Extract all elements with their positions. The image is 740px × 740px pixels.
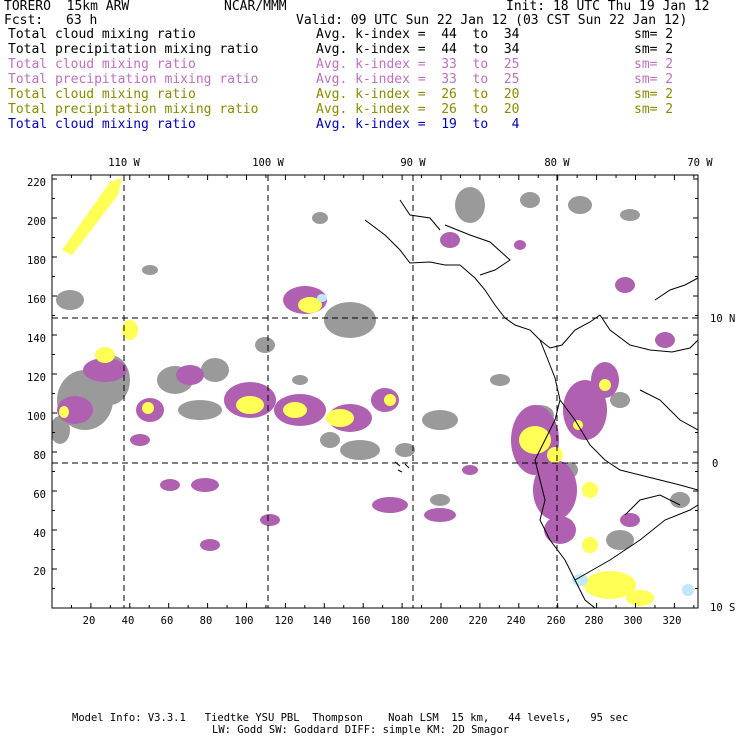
legend-sm: sm= 2 — [634, 102, 674, 117]
legend-sm: sm= 2 — [634, 42, 674, 57]
x-tick-label: 120 — [275, 615, 294, 627]
y-tick-label: 20 — [33, 566, 46, 578]
legend-stat: Avg. k-index = 44 to 34 — [316, 42, 520, 57]
graticule — [52, 175, 698, 608]
lon-label: 100 W — [252, 157, 284, 169]
x-tick-label: 180 — [391, 615, 410, 627]
y-tick-label: 160 — [27, 294, 46, 306]
plot-frame — [51, 174, 699, 609]
legend-stat: Avg. k-index = 33 to 25 — [316, 57, 520, 72]
x-tick-label: 140 — [313, 615, 332, 627]
legend-stat: Avg. k-index = 19 to 4 — [316, 117, 520, 132]
x-tick-label: 160 — [352, 615, 371, 627]
x-tick-label: 220 — [469, 615, 488, 627]
x-tick-label: 240 — [507, 615, 526, 627]
legend-field: Total precipitation mixing ratio — [8, 102, 259, 117]
y-tick-label: 200 — [27, 216, 46, 228]
forecast-label: Fcst: — [4, 13, 44, 28]
lon-label: 80 W — [544, 157, 570, 169]
y-tick-label: 60 — [33, 489, 46, 501]
y-tick-label: 100 — [27, 411, 46, 423]
model-info-line-1: Model Info: V3.3.1 Tiedtke YSU PBL Thomp… — [72, 712, 629, 724]
tick-marks — [51, 175, 698, 609]
legend-stat: Avg. k-index = 33 to 25 — [316, 72, 520, 87]
x-tick-label: 20 — [83, 615, 96, 627]
valid-time: Valid: 09 UTC Sun 22 Jan 12 (03 CST Sun … — [296, 13, 688, 28]
y-tick-labels: 20 40 60 80 100 120 140 160 180 200 220 — [27, 177, 46, 578]
y-tick-label: 180 — [27, 255, 46, 267]
x-tick-label: 80 — [200, 615, 213, 627]
lat-label: 10 S — [710, 602, 735, 614]
lon-label: 110 W — [108, 157, 140, 169]
legend-field: Total precipitation mixing ratio — [8, 72, 259, 87]
lat-label: 10 N — [710, 313, 735, 325]
legend-field: Total cloud mixing ratio — [8, 87, 196, 102]
lon-label: 90 W — [400, 157, 426, 169]
legend-sm: sm= 2 — [634, 27, 674, 42]
x-tick-label: 260 — [547, 615, 566, 627]
organization: NCAR/MMM — [224, 0, 287, 14]
legend-sm: sm= 2 — [634, 72, 674, 87]
y-tick-label: 80 — [33, 450, 46, 462]
legend-stat: Avg. k-index = 44 to 34 — [316, 27, 520, 42]
x-tick-label: 40 — [122, 615, 135, 627]
legend-field: Total precipitation mixing ratio — [8, 42, 259, 57]
legend-field: Total cloud mixing ratio — [8, 117, 196, 132]
coastlines — [364, 199, 698, 608]
x-tick-label: 280 — [585, 615, 604, 627]
x-tick-label: 60 — [161, 615, 174, 627]
lat-label: 0 — [712, 458, 718, 470]
legend-sm: sm= 2 — [634, 57, 674, 72]
legend-stat: Avg. k-index = 26 to 20 — [316, 102, 520, 117]
x-tick-labels: 20 40 60 80 100 120 140 160 180 200 220 … — [83, 615, 682, 627]
lon-label: 70 W — [687, 157, 713, 169]
init-time: Init: 18 UTC Thu 19 Jan 12 — [506, 0, 710, 14]
model-name: TORERO 15km ARW — [4, 0, 130, 14]
y-tick-label: 220 — [27, 177, 46, 189]
purple-cloud-field — [57, 232, 675, 551]
model-info-line-2: LW: Godd SW: Goddard DIFF: simple KM: 2D… — [212, 724, 510, 736]
y-tick-label: 40 — [33, 528, 46, 540]
y-tick-label: 120 — [27, 372, 46, 384]
yellow-cloud-field — [59, 178, 654, 606]
legend-sm: sm= 2 — [634, 87, 674, 102]
x-tick-label: 200 — [430, 615, 449, 627]
legend-field: Total cloud mixing ratio — [8, 57, 196, 72]
legend-stat: Avg. k-index = 26 to 20 — [316, 87, 520, 102]
legend-field: Total cloud mixing ratio — [8, 27, 196, 42]
x-tick-label: 320 — [663, 615, 682, 627]
x-tick-label: 300 — [624, 615, 643, 627]
y-tick-label: 140 — [27, 333, 46, 345]
forecast-hours: 63 h — [66, 13, 98, 28]
x-tick-label: 100 — [235, 615, 254, 627]
